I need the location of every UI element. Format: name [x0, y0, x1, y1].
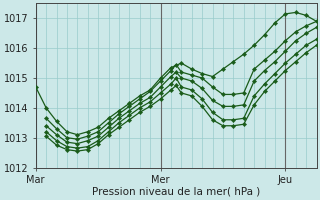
X-axis label: Pression niveau de la mer( hPa ): Pression niveau de la mer( hPa )	[92, 187, 260, 197]
